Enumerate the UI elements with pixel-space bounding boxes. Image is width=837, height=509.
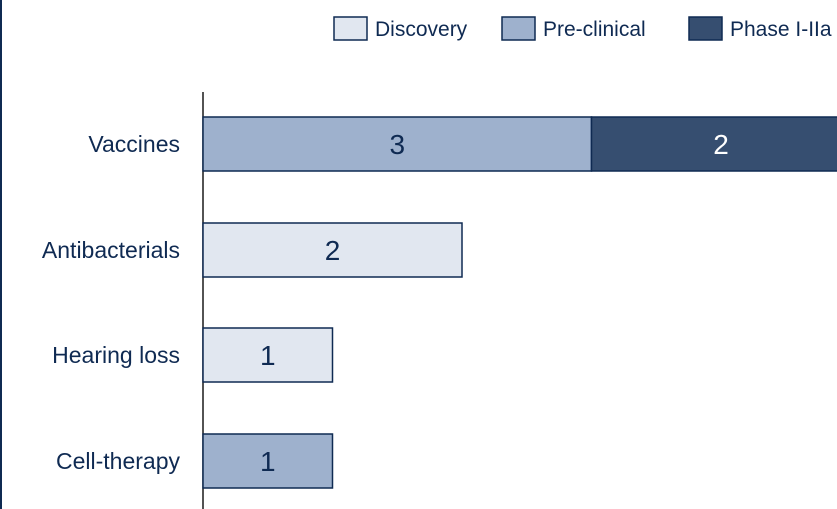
- legend-swatch-phase-i-iia: [688, 16, 723, 41]
- category-label-cell-therapy: Cell-therapy: [56, 448, 180, 474]
- category-label-antibacterials: Antibacterials: [42, 237, 180, 263]
- legend: Discovery Pre-clinical Phase I-IIa: [333, 16, 832, 41]
- category-label-hearing-loss: Hearing loss: [52, 342, 180, 368]
- bar-vaccines-pre-clinical: [202, 116, 593, 172]
- bar-vaccines-phase-i-iia: [590, 116, 837, 172]
- legend-swatch-pre-clinical: [501, 16, 536, 41]
- legend-label-pre-clinical: Pre-clinical: [543, 18, 646, 41]
- legend-label-phase-i-iia: Phase I-IIa: [730, 18, 832, 41]
- bar-antibacterials-discovery: [202, 222, 463, 278]
- value-label-hearing-loss-discovery: 1: [260, 340, 276, 371]
- bar-hearing-loss-discovery: [202, 327, 334, 383]
- category-label-vaccines: Vaccines: [88, 131, 180, 157]
- legend-label-discovery: Discovery: [375, 18, 468, 41]
- value-label-cell-therapy-pre-clinical: 1: [260, 446, 276, 477]
- bar-cell-therapy-pre-clinical: [202, 433, 334, 489]
- value-label-antibacterials-discovery: 2: [325, 235, 341, 266]
- legend-swatch-discovery: [333, 16, 368, 41]
- value-label-vaccines-phase-i-iia: 2: [713, 129, 729, 160]
- value-label-vaccines-pre-clinical: 3: [389, 129, 405, 160]
